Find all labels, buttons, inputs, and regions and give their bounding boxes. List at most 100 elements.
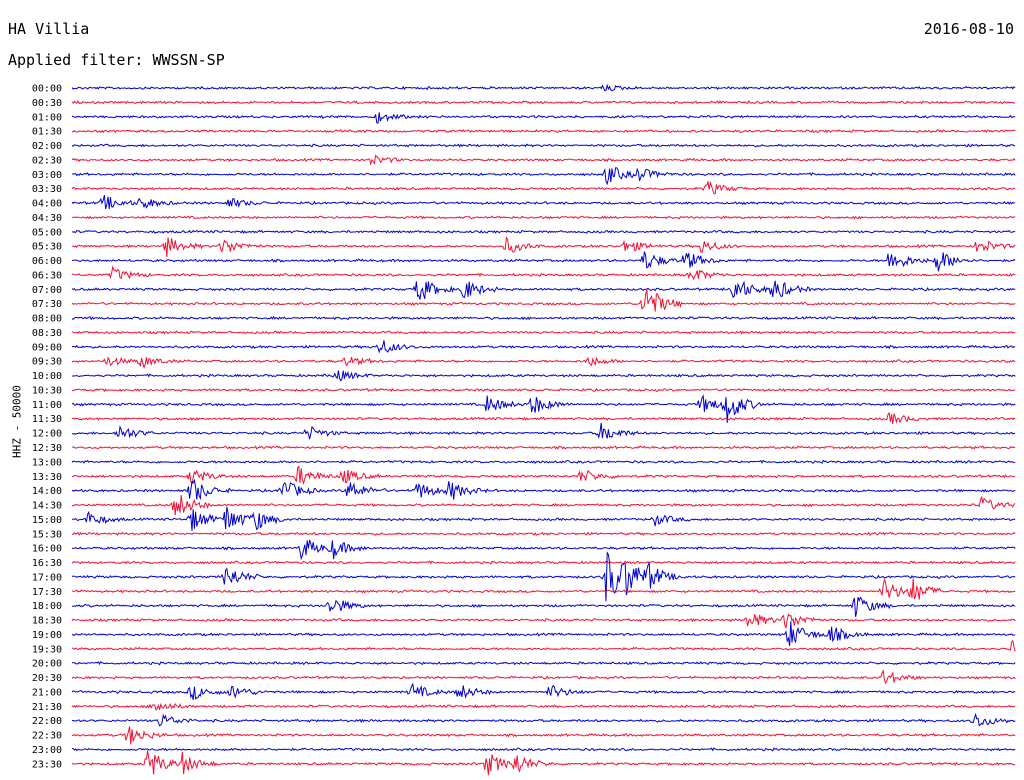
trace-row-1930 xyxy=(71,639,1016,652)
time-label-1330: 13:30 xyxy=(32,472,62,483)
time-label-1500: 15:00 xyxy=(32,515,62,526)
trace-row-2100 xyxy=(71,682,1016,701)
time-label-0200: 02:00 xyxy=(32,141,62,152)
record-date: 2016-08-10 xyxy=(923,20,1014,38)
trace-row-0130 xyxy=(71,128,1016,134)
time-label-2300: 23:00 xyxy=(32,745,62,756)
trace-row-1900 xyxy=(71,621,1016,646)
trace-row-0530 xyxy=(71,236,1016,257)
time-label-2330: 23:30 xyxy=(32,759,62,770)
trace-row-0600 xyxy=(71,251,1016,272)
trace-row-1800 xyxy=(72,596,1016,617)
time-label-0800: 08:00 xyxy=(32,314,62,325)
time-label-0530: 05:30 xyxy=(32,242,62,253)
time-label-0100: 01:00 xyxy=(32,112,62,123)
time-label-0500: 05:00 xyxy=(32,227,62,238)
trace-row-0700 xyxy=(71,280,1016,300)
time-label-1700: 17:00 xyxy=(32,572,62,583)
time-label-0130: 01:30 xyxy=(32,127,62,138)
time-label-0730: 07:30 xyxy=(32,299,62,310)
time-label-2000: 20:00 xyxy=(32,659,62,670)
trace-row-0300 xyxy=(71,167,1016,186)
time-label-1000: 10:00 xyxy=(32,371,62,382)
trace-row-0100 xyxy=(71,112,1016,124)
trace-row-1430 xyxy=(71,495,1016,515)
time-label-0700: 07:00 xyxy=(32,285,62,296)
trace-row-0900 xyxy=(71,340,1016,354)
trace-row-1200 xyxy=(71,422,1016,440)
trace-row-2330 xyxy=(71,750,1016,776)
time-label-1730: 17:30 xyxy=(32,587,62,598)
trace-row-1700 xyxy=(71,550,1016,602)
time-label-0030: 00:30 xyxy=(32,98,62,109)
trace-row-0400 xyxy=(71,194,1016,210)
trace-row-0430 xyxy=(71,215,1016,220)
time-label-0230: 02:30 xyxy=(32,155,62,166)
time-label-0600: 06:00 xyxy=(32,256,62,267)
time-label-1530: 15:30 xyxy=(32,529,62,540)
trace-row-1030 xyxy=(71,387,1016,393)
trace-row-0230 xyxy=(71,154,1016,166)
time-label-1930: 19:30 xyxy=(32,644,62,655)
trace-row-0500 xyxy=(71,229,1016,234)
time-label-1130: 11:30 xyxy=(32,414,62,425)
time-label-0900: 09:00 xyxy=(32,342,62,353)
time-label-1230: 12:30 xyxy=(32,443,62,454)
trace-row-1130 xyxy=(71,411,1016,425)
time-label-1900: 19:00 xyxy=(32,630,62,641)
time-label-0330: 03:30 xyxy=(32,184,62,195)
time-label-1400: 14:00 xyxy=(32,486,62,497)
trace-row-0800 xyxy=(71,315,1016,321)
trace-row-1830 xyxy=(71,613,1016,630)
seismic-traces xyxy=(71,83,1016,776)
trace-row-0200 xyxy=(71,143,1016,148)
trace-row-1330 xyxy=(71,465,1016,486)
time-label-1030: 10:30 xyxy=(32,385,62,396)
trace-row-2030 xyxy=(71,668,1016,685)
time-label-2130: 21:30 xyxy=(32,702,62,713)
trace-row-1100 xyxy=(71,394,1016,423)
time-label-1830: 18:30 xyxy=(32,616,62,627)
time-label-1600: 16:00 xyxy=(32,544,62,555)
time-label-0830: 08:30 xyxy=(32,328,62,339)
time-label-0630: 06:30 xyxy=(32,270,62,281)
trace-row-1730 xyxy=(71,578,1016,600)
time-label-1100: 11:00 xyxy=(32,400,62,411)
trace-row-2200 xyxy=(71,712,1016,727)
time-label-2230: 22:30 xyxy=(32,731,62,742)
time-label-0430: 04:30 xyxy=(32,213,62,224)
time-label-0000: 00:00 xyxy=(32,84,62,95)
time-label-2200: 22:00 xyxy=(32,716,62,727)
trace-row-2000 xyxy=(71,660,1016,666)
trace-row-0030 xyxy=(71,100,1016,105)
trace-row-2130 xyxy=(71,702,1016,711)
trace-row-1400 xyxy=(71,478,1016,501)
trace-row-0330 xyxy=(71,179,1016,195)
time-label-1200: 12:00 xyxy=(32,429,62,440)
trace-row-0000 xyxy=(71,83,1016,92)
trace-row-0630 xyxy=(71,265,1016,281)
time-label-2030: 20:30 xyxy=(32,673,62,684)
trace-row-0830 xyxy=(71,330,1016,335)
trace-row-0730 xyxy=(71,289,1016,312)
time-label-1630: 16:30 xyxy=(32,558,62,569)
trace-row-1300 xyxy=(71,459,1016,464)
station-name: HA Villia xyxy=(8,20,90,38)
trace-row-1500 xyxy=(71,506,1016,531)
trace-row-1230 xyxy=(71,445,1016,450)
time-label-2100: 21:00 xyxy=(32,687,62,698)
time-label-0300: 03:00 xyxy=(32,170,62,181)
trace-row-1530 xyxy=(71,531,1016,537)
time-label-1300: 13:00 xyxy=(32,457,62,468)
time-label-0930: 09:30 xyxy=(32,357,62,368)
time-label-1430: 14:30 xyxy=(32,501,62,512)
time-label-0400: 04:00 xyxy=(32,199,62,210)
trace-row-1000 xyxy=(71,370,1016,382)
trace-row-0930 xyxy=(71,356,1016,370)
filter-label: Applied filter: WWSSN-SP xyxy=(8,51,225,69)
time-label-1800: 18:00 xyxy=(32,601,62,612)
time-labels: 00:00 00:30 01:00 01:30 02:00 02:30 03:00 03:30… xyxy=(32,84,62,771)
trace-row-1600 xyxy=(71,539,1016,561)
trace-row-2230 xyxy=(71,726,1016,745)
